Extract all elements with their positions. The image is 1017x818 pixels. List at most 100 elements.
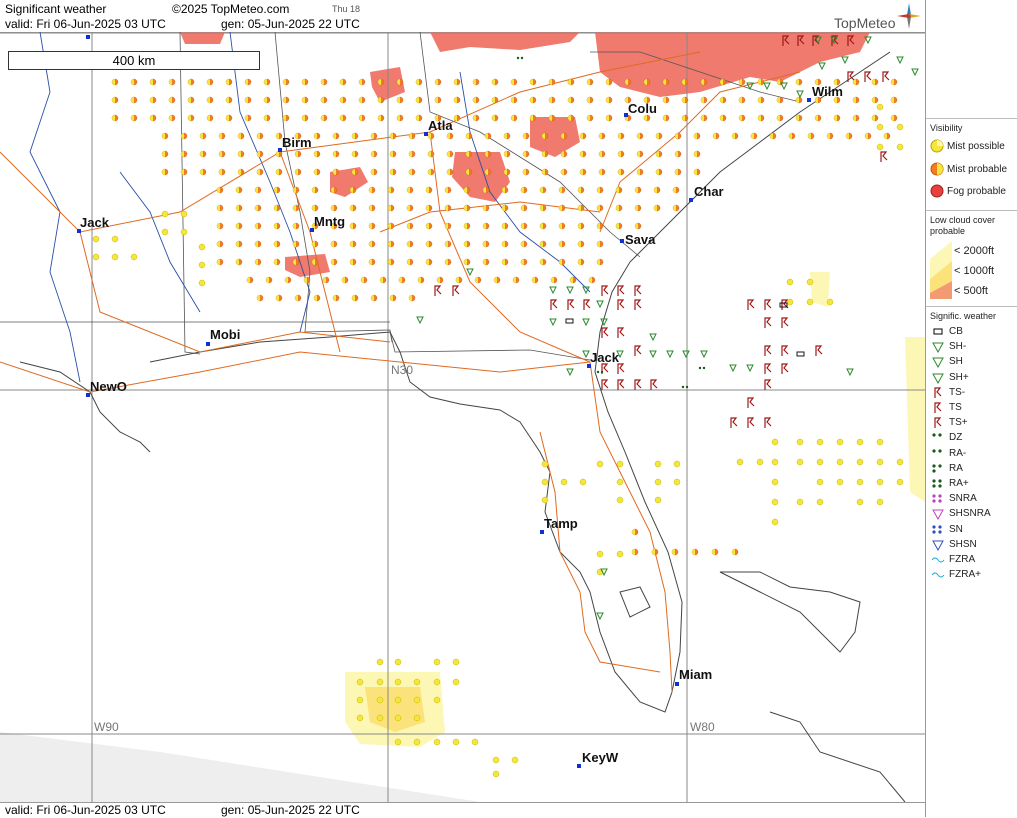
- legend-symbol-icon: [931, 557, 945, 563]
- legend-item-cb: CB: [930, 325, 963, 338]
- legend-item-label: TS: [949, 402, 962, 413]
- legend-item-label: DZ: [949, 432, 963, 444]
- legend-symbol-icon: [932, 479, 942, 488]
- copyright-text: ©2025 TopMeteo.com: [172, 2, 290, 16]
- city-label-miam: Miam: [679, 667, 713, 682]
- grid-label-w90: W90: [94, 720, 119, 734]
- legend-item-label: FZRA: [949, 554, 976, 565]
- legend-item-label: FZRA+: [949, 569, 981, 581]
- legend-symbol-icon: [934, 402, 942, 413]
- compass-logo-icon: [897, 3, 921, 29]
- legend-item-label: SNRA: [949, 493, 977, 505]
- city-label-birm: Birm: [282, 135, 312, 150]
- footer-valid-time: valid: Fri 06-Jun-2025 03 UTC: [5, 803, 166, 817]
- city-label-keyw: KeyW: [582, 750, 619, 765]
- city-label-jack-fl: Jack: [590, 350, 619, 365]
- legend-item-ra-minus: RA-: [930, 447, 966, 460]
- legend-item-label: SH-: [949, 341, 967, 353]
- legend-item-sh-minus: SH-: [930, 340, 967, 354]
- city-label-char: Char: [694, 184, 724, 199]
- gen-time: gen: 05-Jun-2025 22 UTC: [221, 17, 360, 31]
- legend-symbol-icon: [932, 524, 942, 534]
- mist-probable-icon: [930, 162, 944, 176]
- thunderstorm-symbols: [434, 35, 890, 428]
- city-markers: [77, 35, 811, 768]
- legend-item-label: SH: [949, 356, 963, 368]
- valid-time: valid: Fri 06-Jun-2025 03 UTC: [5, 17, 166, 31]
- legend-lowcloud-title-2: probable: [930, 226, 966, 236]
- legend-item-label: RA-: [949, 447, 967, 459]
- legend-symbol-icon: [932, 342, 944, 354]
- grid-label-w80: W80: [690, 720, 715, 734]
- legend-mist-probable-label: Mist probable: [947, 163, 1008, 175]
- legend-item-sh: SH: [930, 355, 963, 369]
- legend-panel: Visibility Mist possible Mist probable F…: [925, 0, 1017, 817]
- legend-item-label: CB: [949, 326, 963, 337]
- map-footer: valid: Fri 06-Jun-2025 03 UTC gen: 05-Ju…: [0, 802, 925, 818]
- legend-symbol-icon: [932, 373, 944, 384]
- legend-lc-2000: < 2000ft: [954, 245, 995, 257]
- legend-item-label: TS+: [949, 417, 968, 429]
- topmeteo-logo-text: TopMeteo: [834, 15, 896, 31]
- legend-item-sh-plus: SH+: [930, 371, 969, 384]
- mist-possible-dots: [92, 103, 904, 778]
- cb-symbols: [565, 302, 805, 357]
- legend-item-shsnra: SHSNRA: [930, 507, 991, 521]
- legend-symbol-icon: [932, 357, 944, 369]
- city-label-mobi: Mobi: [210, 327, 241, 342]
- city-label-newo: NewO: [90, 379, 127, 394]
- legend-item-sn: SN: [930, 523, 963, 536]
- legend-symbol-icon: [932, 509, 944, 521]
- legend-symbol-icon: [932, 494, 942, 503]
- footer-gen-time: gen: 05-Jun-2025 22 UTC: [221, 803, 360, 817]
- legend-item-label: SN: [949, 523, 963, 535]
- legend-symbol-icon: [932, 448, 942, 453]
- city-label-tamp: Tamp: [544, 516, 578, 531]
- mist-probable-dots: [111, 78, 898, 556]
- legend-lc-1000: < 1000ft: [954, 265, 995, 277]
- legend-item-ra-plus: RA+: [930, 477, 969, 490]
- legend-mist-probable: Mist probable: [930, 162, 1007, 176]
- legend-visibility-section: Visibility Mist possible Mist probable F…: [926, 118, 1017, 211]
- city-label-colu: Colu: [628, 101, 657, 116]
- coastline: [19, 51, 906, 802]
- legend-symbol-icon: [931, 572, 945, 578]
- legend-item-fzra-plus: FZRA+: [930, 568, 981, 581]
- legend-symbol-icon: [934, 417, 942, 429]
- legend-item-label: SHSNRA: [949, 508, 991, 520]
- product-title: Significant weather: [5, 2, 107, 16]
- low-cloud-areas: [345, 272, 925, 747]
- legend-signif-section: Signific. weather CB SH- SH SH+ TS- TS TS+ DZ RA…: [926, 306, 1017, 580]
- legend-item-ts-minus: TS-: [930, 386, 965, 399]
- scale-bar: 400 km: [8, 51, 260, 70]
- legend-symbol-icon: [932, 464, 942, 473]
- legend-item-label: RA: [949, 462, 963, 474]
- day-tag: Thu 18: [332, 4, 361, 14]
- legend-item-label: TS-: [949, 386, 966, 398]
- drizzle-symbols: [516, 56, 706, 389]
- fog-probable-icon: [930, 184, 944, 198]
- legend-symbol-icon: [932, 540, 944, 551]
- legend-lc-500: < 500ft: [954, 285, 988, 297]
- grid-label-n30: N30: [391, 363, 414, 377]
- legend-lowcloud-title-1: Low cloud cover: [930, 215, 996, 225]
- legend-symbol-icon: [932, 433, 942, 437]
- legend-item-fzra: FZRA: [930, 553, 975, 566]
- legend-item-dz: DZ: [930, 431, 962, 444]
- legend-fog-probable-label: Fog probable: [947, 185, 1006, 197]
- roads: [0, 51, 801, 693]
- legend-lowcloud-section: Low cloud cover probable < 2000ft < 1000…: [926, 210, 1017, 307]
- legend-fog-probable: Fog probable: [930, 184, 1006, 198]
- legend-symbol-icon: [933, 328, 943, 335]
- legend-signif-title: Signific. weather: [930, 311, 997, 321]
- city-label-atla: Atla: [428, 118, 453, 133]
- mist-possible-icon: [930, 139, 944, 153]
- no-data-area: [0, 732, 480, 802]
- city-label-wilm: Wilm: [812, 84, 843, 99]
- city-label-sava: Sava: [625, 232, 656, 247]
- legend-mist-possible: Mist possible: [930, 139, 1005, 153]
- map-header: Significant weather ©2025 TopMeteo.com T…: [0, 0, 925, 33]
- legend-visibility-title: Visibility: [930, 123, 963, 133]
- legend-item-label: SHSN: [949, 538, 977, 550]
- legend-item-label: SH+: [949, 371, 969, 383]
